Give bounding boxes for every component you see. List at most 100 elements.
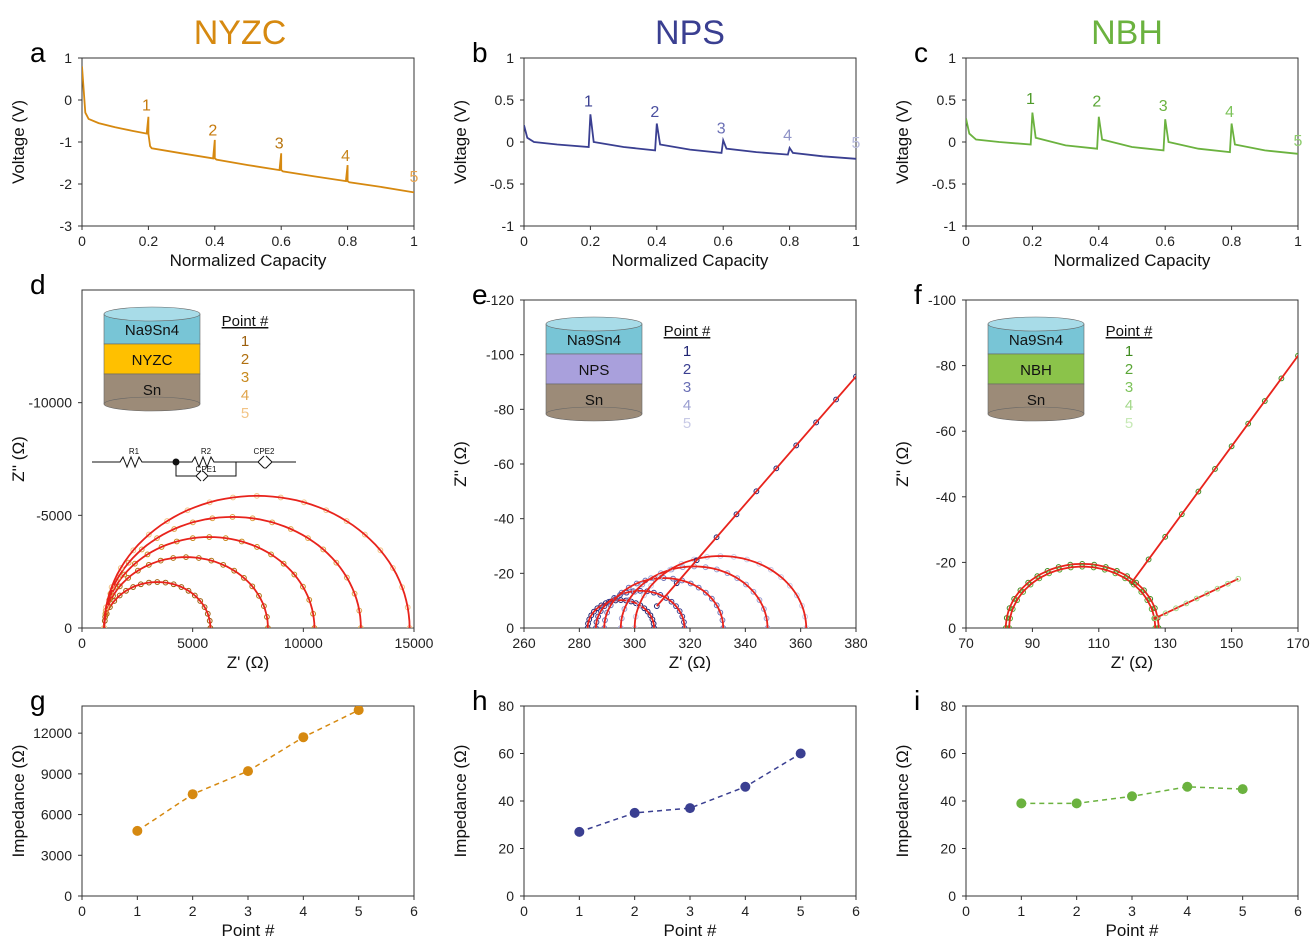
eis-point xyxy=(695,584,702,591)
fit-curve xyxy=(103,536,316,628)
eis-point xyxy=(138,546,145,553)
x-tick-label: 0.6 xyxy=(713,233,733,249)
legend-entry: 1 xyxy=(1125,343,1133,360)
fit-curve xyxy=(103,494,411,628)
eis-point xyxy=(185,587,192,594)
x-tick-label: 2 xyxy=(631,903,639,919)
y-tick-label: 9000 xyxy=(41,766,72,782)
eis-point xyxy=(287,526,294,532)
eis-point xyxy=(702,589,709,596)
point-annotation: 1 xyxy=(584,94,593,111)
x-tick-label: 3 xyxy=(1128,903,1136,919)
y-tick-label: 40 xyxy=(940,793,956,809)
x-tick-label: 4 xyxy=(1183,903,1191,919)
x-tick-label: 340 xyxy=(734,635,758,651)
panel-label: g xyxy=(30,685,46,716)
y-tick-label: -10000 xyxy=(28,395,72,411)
y-tick-label: 0 xyxy=(948,888,956,904)
panel-c: c 0 0.2 0.4 0.6 0.8 1 -1 -0.5 0 0.5 1 Normalized Cap… xyxy=(893,37,1303,270)
legend-title: Point # xyxy=(222,313,269,330)
circuit-label: R1 xyxy=(129,447,140,456)
eis-point xyxy=(1193,595,1200,602)
eis-point xyxy=(184,507,191,514)
x-tick-label: 0.2 xyxy=(1023,233,1043,249)
legend-entry: 4 xyxy=(1125,397,1133,414)
x-tick-label: 6 xyxy=(1294,903,1302,919)
fit-curve xyxy=(103,581,212,628)
y-tick-label: -3 xyxy=(60,218,73,234)
eis-point xyxy=(708,595,715,602)
eis-point xyxy=(641,592,647,599)
layer-bottom xyxy=(103,396,201,412)
legend-entry: 1 xyxy=(683,343,691,360)
x-tick-label: 0.6 xyxy=(1155,233,1175,249)
eis-point xyxy=(125,574,132,581)
y-tick-label: 0.5 xyxy=(937,92,957,108)
y-tick-label: 80 xyxy=(498,698,514,714)
eis-point xyxy=(734,575,741,582)
eis-point xyxy=(813,419,820,426)
fit-tail xyxy=(656,375,856,607)
eis-point xyxy=(1214,585,1221,592)
panel-g: g 0 1 2 3 4 5 6 0 3000 6000 9000 12000 Point # Impedan… xyxy=(9,685,418,940)
eis-point xyxy=(733,511,740,518)
eis-point xyxy=(144,551,151,558)
plot-frame xyxy=(523,57,857,227)
y-tick-label: 0 xyxy=(64,620,72,636)
layer-1 xyxy=(103,343,201,375)
panel-b: b 0 0.2 0.4 0.6 0.8 1 -1 -0.5 0 0.5 1 Normalized Cap… xyxy=(451,37,861,270)
eis-point xyxy=(154,535,160,542)
y-tick-label: -100 xyxy=(928,292,956,308)
x-tick-label: 4 xyxy=(299,903,307,919)
eis-point xyxy=(644,608,651,615)
point-annotation: 4 xyxy=(341,148,350,165)
x-tick-label: 0 xyxy=(520,233,528,249)
y-tick-label: -1 xyxy=(944,218,957,234)
plot-area xyxy=(584,373,856,628)
y-axis-label: Impedance (Ω) xyxy=(9,745,28,858)
fit-curve xyxy=(603,577,725,628)
eis-point xyxy=(1162,610,1169,617)
layer-bottom xyxy=(545,406,643,422)
voltage-curve xyxy=(524,114,856,160)
eis-point xyxy=(612,595,619,602)
impedance-point xyxy=(1182,781,1193,792)
eis-point xyxy=(1020,589,1027,595)
eis-point xyxy=(648,582,654,589)
eis-point xyxy=(132,560,138,567)
x-tick-label: 1 xyxy=(410,233,418,249)
plot-area xyxy=(101,492,413,628)
point-annotation: 3 xyxy=(275,135,284,152)
y-tick-label: 1 xyxy=(948,50,956,66)
eis-point xyxy=(833,396,839,403)
legend-entry: 4 xyxy=(683,397,691,414)
layer-label: Sn xyxy=(585,392,603,409)
y-tick-label: 20 xyxy=(940,841,956,857)
eis-point xyxy=(756,560,763,567)
circuit-diagram xyxy=(92,455,296,482)
fit-curve xyxy=(586,599,655,628)
impedance-point xyxy=(298,732,309,743)
eis-point xyxy=(130,547,137,554)
x-tick-label: 90 xyxy=(1025,635,1041,651)
impedance-point xyxy=(629,807,640,818)
x-tick-label: 0.2 xyxy=(139,233,159,249)
y-tick-label: -80 xyxy=(936,358,956,374)
x-tick-label: 110 xyxy=(1088,635,1111,651)
fit-curve xyxy=(103,515,362,628)
x-tick-label: 70 xyxy=(958,635,974,651)
y-tick-label: 3000 xyxy=(41,847,72,863)
eis-point xyxy=(280,560,287,567)
y-tick-label: -100 xyxy=(486,347,514,363)
eis-point xyxy=(743,581,749,588)
eis-point xyxy=(249,583,256,590)
y-tick-label: -1 xyxy=(502,218,515,234)
eis-point xyxy=(134,567,141,574)
eis-point xyxy=(1162,533,1169,540)
x-tick-label: 0.4 xyxy=(1089,233,1109,249)
column-title-nbh: NBH xyxy=(1091,14,1163,52)
x-tick-label: 280 xyxy=(568,635,592,651)
y-tick-label: 0 xyxy=(948,134,956,150)
